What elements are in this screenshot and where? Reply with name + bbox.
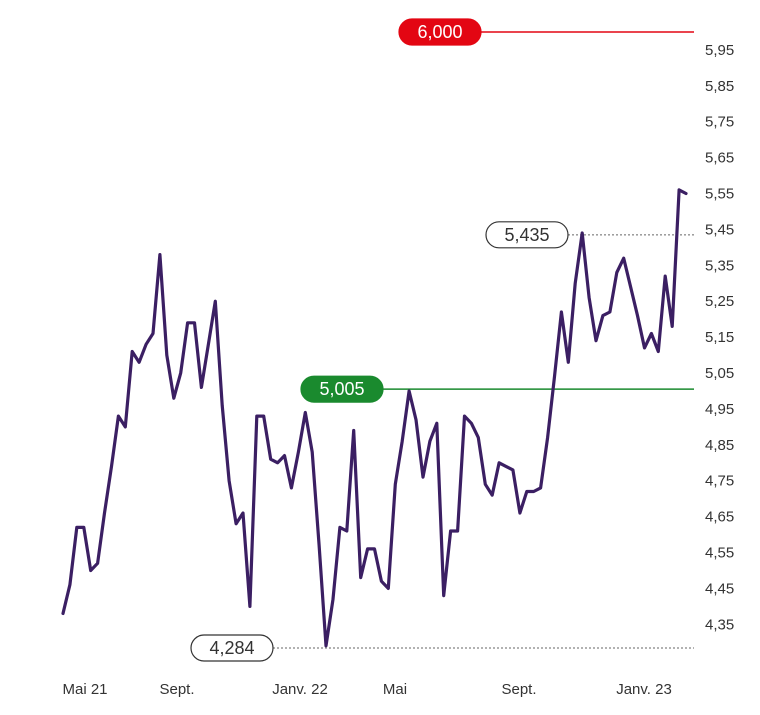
y-tick-label: 5,55 [705, 186, 734, 203]
y-tick-label: 5,85 [705, 78, 734, 95]
target-value-label: 6,000 [417, 22, 462, 42]
series-line [61, 188, 688, 648]
reference-value-pill [300, 375, 384, 403]
x-tick-label: Janv. 22 [272, 681, 328, 698]
y-tick-label: 4,55 [705, 545, 734, 562]
reference-lines [245, 31, 694, 649]
y-tick-label: 4,95 [705, 401, 734, 418]
low-value-pill [190, 634, 274, 662]
y-tick-label: 5,45 [705, 221, 734, 238]
y-tick-label: 5,35 [705, 257, 734, 274]
x-tick-label: Sept. [501, 681, 536, 698]
high-value-pill [485, 221, 569, 249]
x-tick-label: Janv. 23 [616, 681, 672, 698]
annotation-pills: 6,000 5,005 5,435 4,284 [190, 18, 569, 662]
y-tick-label: 5,15 [705, 329, 734, 346]
reference-value-label: 5,005 [319, 379, 364, 399]
y-tick-label: 5,05 [705, 365, 734, 382]
y-tick-label: 4,85 [705, 437, 734, 454]
x-axis: Mai 21 Sept. Janv. 22 Mai Sept. Janv. 23 [62, 681, 671, 698]
y-tick-label: 5,25 [705, 293, 734, 310]
low-value-label: 4,284 [209, 638, 254, 658]
high-value-label: 5,435 [504, 225, 549, 245]
series-layer [61, 188, 688, 648]
y-tick-label: 5,75 [705, 114, 734, 131]
y-tick-label: 4,65 [705, 509, 734, 526]
x-tick-label: Sept. [159, 681, 194, 698]
target-value-pill [398, 18, 482, 46]
y-tick-label: 5,65 [705, 150, 734, 167]
x-tick-label: Mai 21 [62, 681, 107, 698]
y-tick-label: 4,45 [705, 580, 734, 597]
x-tick-label: Mai [383, 681, 407, 698]
y-tick-label: 5,95 [705, 42, 734, 59]
y-axis: 4,35 4,45 4,55 4,65 4,75 4,85 4,95 5,05 5,15 5,25… [705, 42, 734, 633]
y-tick-label: 4,75 [705, 473, 734, 490]
y-tick-label: 4,35 [705, 616, 734, 633]
